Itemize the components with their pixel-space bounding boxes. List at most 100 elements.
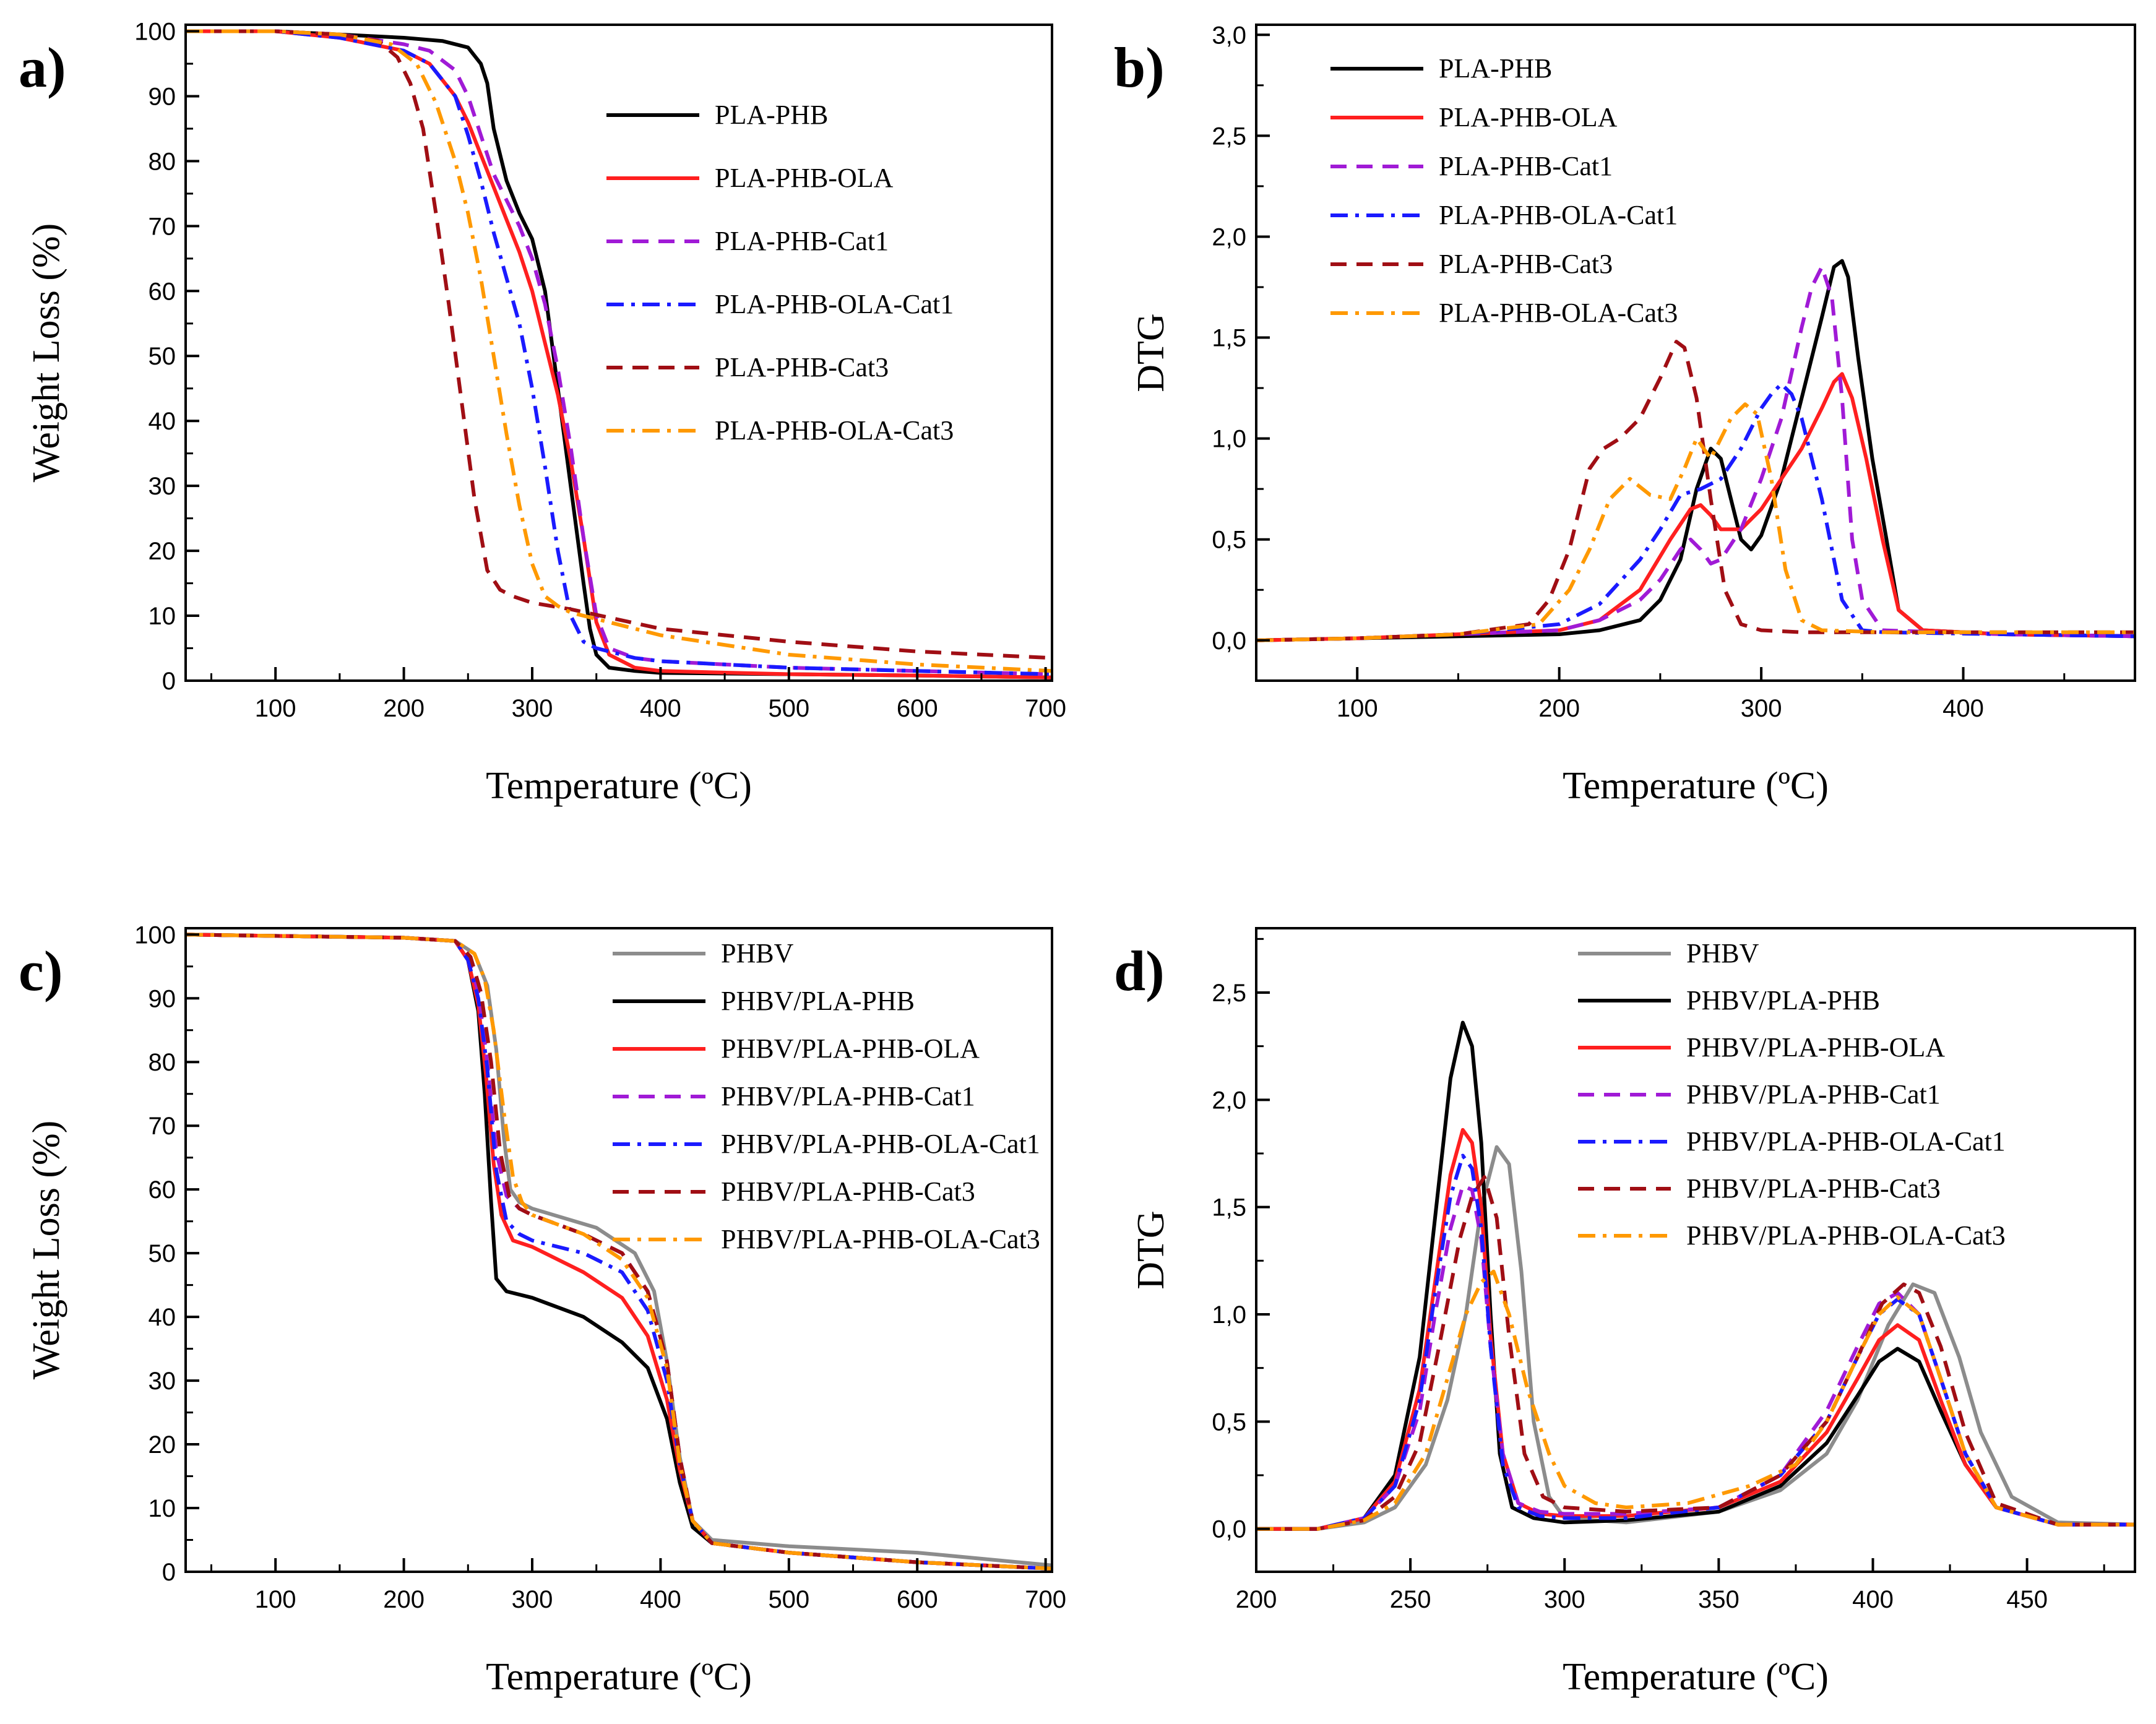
series-line-b-1 [1256, 372, 2135, 642]
x-axis-title-d: Temperature (ºC) [1563, 1656, 1829, 1698]
x-tick-label-c-2: 300 [512, 1586, 553, 1613]
y-tick-label-a-7: 70 [149, 213, 176, 240]
legend-label-d-6: PHBV/PLA-PHB-OLA-Cat3 [1686, 1220, 2006, 1251]
y-tick-label-a-9: 90 [149, 83, 176, 110]
legend-label-b-5: PLA-PHB-OLA-Cat3 [1439, 298, 1678, 328]
series-line-a-3 [186, 29, 1052, 676]
legend-label-b-0: PLA-PHB [1439, 53, 1552, 84]
x-tick-label-d-3: 350 [1698, 1586, 1740, 1613]
y-tick-label-b-4: 2,0 [1212, 223, 1246, 251]
x-tick-label-a-6: 700 [1025, 695, 1066, 722]
y-tick-label-c-10: 100 [134, 921, 176, 949]
y-tick-label-a-0: 0 [162, 668, 176, 695]
series-line-d-2 [1256, 1127, 2135, 1531]
panel-label-b: b) [1114, 36, 1165, 99]
series-line-d-5 [1256, 1175, 2135, 1531]
y-tick-label-c-3: 30 [149, 1368, 176, 1395]
legend-label-c-6: PHBV/PLA-PHB-OLA-Cat3 [721, 1224, 1040, 1254]
y-tick-label-a-5: 50 [149, 343, 176, 370]
legend-label-d-3: PHBV/PLA-PHB-Cat1 [1686, 1079, 1941, 1110]
x-tick-label-c-1: 200 [383, 1586, 425, 1613]
y-tick-label-c-0: 0 [162, 1559, 176, 1586]
legend-label-a-5: PLA-PHB-OLA-Cat3 [715, 415, 954, 446]
y-tick-label-b-6: 3,0 [1212, 22, 1246, 49]
y-tick-label-d-3: 1,5 [1212, 1194, 1246, 1222]
x-tick-label-c-3: 400 [640, 1586, 681, 1613]
plot-frame-d [1255, 927, 2136, 1573]
series-line-c-5 [186, 933, 1052, 1571]
legend-label-b-3: PLA-PHB-OLA-Cat1 [1439, 200, 1678, 230]
legend-label-a-2: PLA-PHB-Cat1 [715, 226, 889, 256]
series-line-b-2 [1256, 265, 2135, 642]
y-tick-label-d-1: 0,5 [1212, 1408, 1246, 1436]
x-tick-label-b-3: 400 [1943, 695, 1984, 722]
y-tick-label-a-1: 10 [149, 603, 176, 630]
legend-label-a-0: PLA-PHB [715, 100, 828, 130]
y-tick-label-c-4: 40 [149, 1304, 176, 1331]
legend-label-d-1: PHBV/PLA-PHB [1686, 985, 1880, 1015]
legend-label-d-5: PHBV/PLA-PHB-Cat3 [1686, 1173, 1941, 1204]
legend-label-d-0: PHBV [1686, 938, 1759, 968]
legend-label-b-2: PLA-PHB-Cat1 [1439, 151, 1613, 181]
y-tick-label-b-0: 0,0 [1212, 627, 1246, 655]
y-tick-label-c-9: 90 [149, 985, 176, 1012]
plot-frame-a [184, 24, 1053, 682]
y-tick-label-b-2: 1,0 [1212, 426, 1246, 453]
y-tick-label-c-8: 80 [149, 1049, 176, 1076]
y-tick-label-b-5: 2,5 [1212, 123, 1246, 150]
legend-label-a-4: PLA-PHB-Cat3 [715, 352, 889, 382]
y-tick-label-a-8: 80 [149, 148, 176, 175]
series-line-a-2 [186, 29, 1052, 676]
y-tick-label-a-10: 100 [134, 18, 176, 45]
panel-label-d: d) [1114, 939, 1165, 1002]
chart-panel-b: b) 100 200 300 400 0,0 0,5 1,0 1,5 2,0 2,5 3,0 Tempe… [1114, 22, 2136, 807]
x-tick-label-d-0: 200 [1236, 1586, 1277, 1613]
series-line-a-5 [186, 29, 1052, 673]
y-axis-title-d: DTG [1130, 1210, 1172, 1289]
x-axis-title-c: Temperature (ºC) [486, 1656, 752, 1698]
x-tick-label-b-1: 200 [1538, 695, 1580, 722]
legend-label-c-3: PHBV/PLA-PHB-Cat1 [721, 1081, 975, 1111]
y-tick-label-d-2: 1,0 [1212, 1301, 1246, 1329]
plot-frame-b [1255, 24, 2136, 682]
x-axis-title-b: Temperature (ºC) [1563, 765, 1829, 807]
legend-label-c-2: PHBV/PLA-PHB-OLA [721, 1033, 980, 1064]
panel-label-a: a) [19, 36, 66, 99]
chart-panel-a: a) 100 200 300 400 500 600 700 0 10 20 30 40 50 60 70 80… [19, 18, 1066, 807]
legend-a: PLA-PHB PLA-PHB-OLA PLA-PHB-Cat1 PLA-PHB-OL… [606, 100, 954, 446]
legend-label-c-4: PHBV/PLA-PHB-OLA-Cat1 [721, 1129, 1040, 1159]
x-tick-label-c-4: 500 [768, 1586, 809, 1613]
y-tick-label-d-5: 2,5 [1212, 980, 1246, 1007]
series-line-b-3 [1256, 382, 2135, 642]
series-line-b-0 [1256, 259, 2135, 642]
x-tick-label-d-5: 450 [2006, 1586, 2048, 1613]
series-line-d-1 [1256, 1020, 2135, 1531]
y-tick-label-a-3: 30 [149, 473, 176, 500]
y-tick-label-b-3: 1,5 [1212, 325, 1246, 352]
x-tick-label-b-2: 300 [1741, 695, 1782, 722]
series-line-d-6 [1256, 1269, 2135, 1531]
series-line-b-4 [1256, 340, 2135, 642]
legend-b: PLA-PHB PLA-PHB-OLA PLA-PHB-Cat1 PLA-PHB-OL… [1330, 53, 1678, 328]
series-line-b-5 [1256, 402, 2135, 642]
legend-label-c-5: PHBV/PLA-PHB-Cat3 [721, 1176, 975, 1207]
panel-label-c: c) [19, 939, 63, 1002]
series-line-d-0 [1256, 1145, 2135, 1531]
legend-label-a-3: PLA-PHB-OLA-Cat1 [715, 289, 954, 319]
legend-label-a-1: PLA-PHB-OLA [715, 163, 894, 193]
series-line-d-4 [1256, 1153, 2135, 1531]
y-tick-label-c-1: 10 [149, 1495, 176, 1522]
x-tick-label-c-0: 100 [255, 1586, 296, 1613]
series-line-c-6 [186, 933, 1052, 1571]
x-tick-label-b-0: 100 [1337, 695, 1378, 722]
legend-d: PHBV PHBV/PLA-PHB PHBV/PLA-PHB-OLA PHBV/PLA… [1578, 938, 2006, 1251]
y-tick-label-d-0: 0,0 [1212, 1516, 1246, 1543]
x-tick-label-a-0: 100 [255, 695, 296, 722]
legend-label-b-1: PLA-PHB-OLA [1439, 102, 1618, 132]
y-tick-label-c-5: 50 [149, 1240, 176, 1267]
x-tick-label-a-1: 200 [383, 695, 425, 722]
x-tick-label-c-6: 700 [1025, 1586, 1066, 1613]
x-tick-label-d-1: 250 [1390, 1586, 1431, 1613]
series-line-a-4 [186, 29, 1052, 660]
